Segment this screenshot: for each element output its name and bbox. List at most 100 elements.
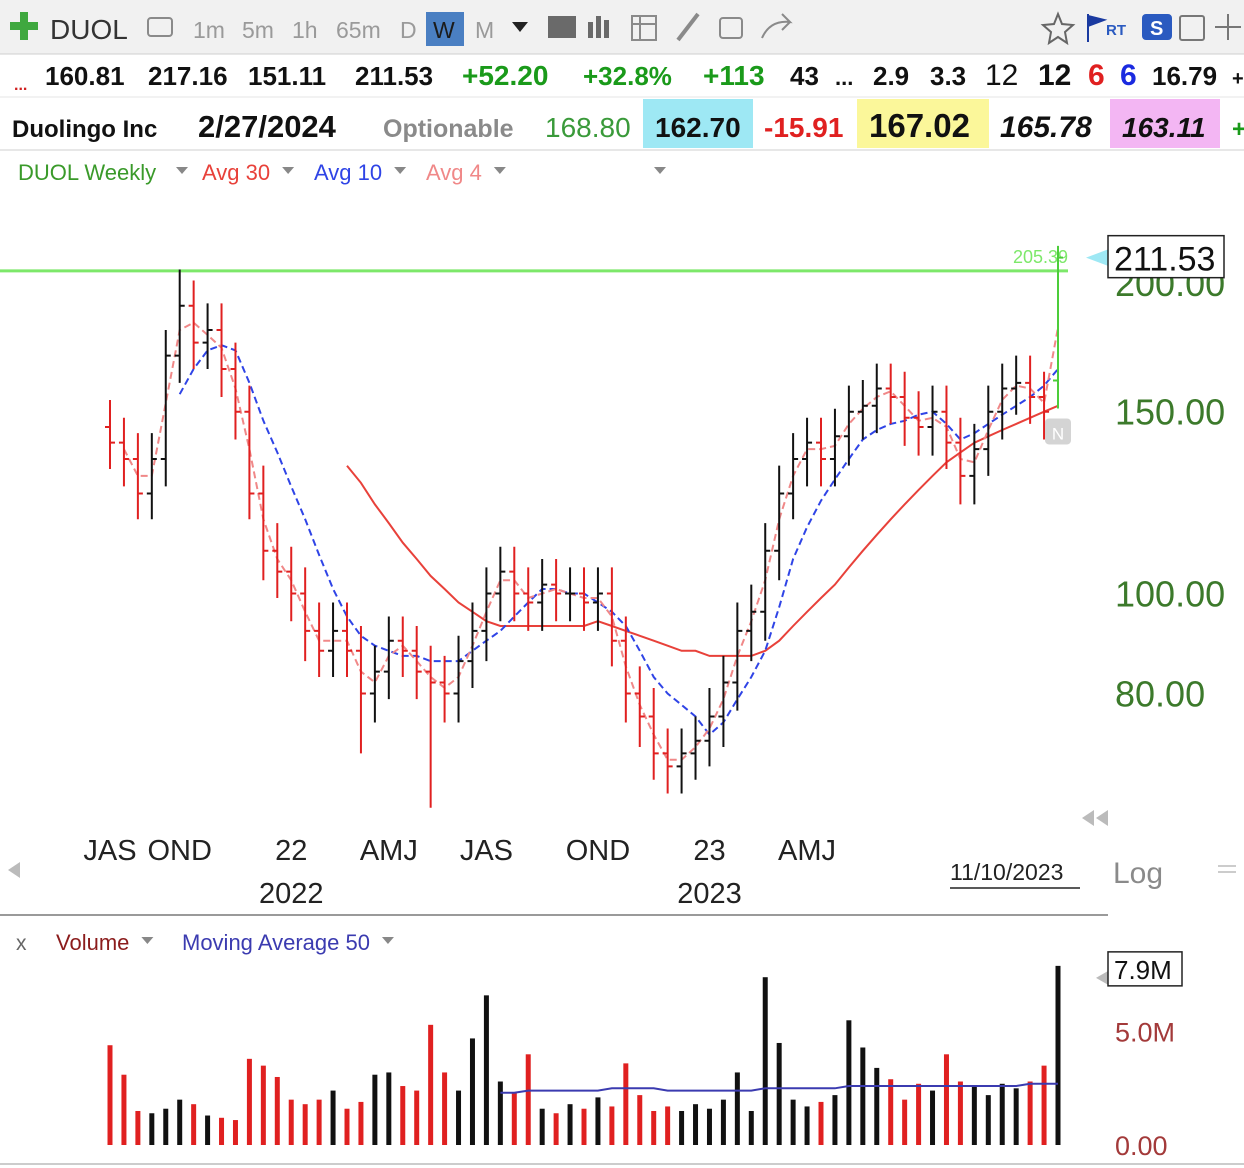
- legend-symbol[interactable]: DUOL Weekly: [18, 160, 156, 185]
- x-tick-label: 23: [693, 835, 725, 867]
- price-bar: [495, 546, 506, 622]
- legend-entry[interactable]: Avg 10: [314, 160, 382, 185]
- volume-bar: [971, 1086, 977, 1145]
- price-bar: [258, 465, 269, 581]
- price-bar: [746, 584, 757, 662]
- last-price-box: [1107, 234, 1225, 279]
- event-marker[interactable]: N: [1052, 424, 1064, 443]
- quote-value: 12: [985, 59, 1018, 92]
- add-icon[interactable]: [10, 12, 38, 40]
- price-bar: [523, 567, 534, 631]
- volume-bar: [595, 1097, 601, 1145]
- price-bar: [955, 417, 966, 505]
- quote-value: 6: [1088, 59, 1105, 92]
- toolbar-icons[interactable]: [147, 12, 793, 42]
- interval-button[interactable]: 5m: [242, 17, 274, 43]
- volume-bar: [386, 1072, 392, 1145]
- interval-dropdown[interactable]: [512, 22, 528, 32]
- volume-bar: [428, 1024, 434, 1145]
- quote-value: 160.81: [45, 61, 125, 91]
- dropdown-arrow[interactable]: [493, 167, 506, 174]
- legend-entry[interactable]: Volume: [56, 930, 129, 955]
- volume-bar: [539, 1108, 545, 1145]
- y-tick-label: 80.00: [1115, 674, 1205, 715]
- volume-bar: [776, 1042, 782, 1145]
- interval-button[interactable]: M: [475, 17, 494, 43]
- volume-bar: [483, 995, 489, 1145]
- volume-bar: [344, 1108, 350, 1145]
- scale-toggle[interactable]: Log: [1113, 857, 1163, 890]
- quote-value: 3.3: [930, 61, 966, 91]
- interval-selected-bg: [426, 12, 464, 46]
- rt-label[interactable]: RT: [1106, 22, 1126, 39]
- price-bar: [314, 602, 325, 678]
- y-tick-label: 5.0M: [1115, 1018, 1175, 1048]
- price-bar: [774, 465, 785, 581]
- s-label[interactable]: S: [1150, 18, 1163, 40]
- volume-bar: [511, 1092, 517, 1145]
- quote-value: 151.11: [248, 61, 326, 91]
- y-tick-label: 150.00: [1115, 392, 1225, 433]
- dropdown-arrow[interactable]: [176, 167, 188, 174]
- price-bar: [969, 423, 980, 505]
- dropdown-arrow[interactable]: [141, 937, 154, 944]
- volume-bar: [804, 1106, 810, 1145]
- price-bar: [648, 687, 659, 780]
- interval-button[interactable]: 1m: [193, 17, 225, 43]
- quote-value: 163.11: [1122, 112, 1206, 143]
- volume-bar: [191, 1104, 197, 1145]
- dropdown-arrow[interactable]: [654, 167, 666, 174]
- price-bar: [983, 385, 994, 476]
- volume-bar: [902, 1099, 908, 1145]
- x-tick-label: AMJ: [778, 835, 836, 867]
- volume-bar: [693, 1104, 699, 1145]
- legend-entry[interactable]: Moving Average 50: [182, 930, 370, 955]
- interval-button[interactable]: 1h: [292, 17, 318, 43]
- event-marker-bg[interactable]: [1045, 418, 1071, 445]
- pane-close[interactable]: x: [16, 932, 27, 955]
- legend-entry[interactable]: Avg 30: [202, 160, 270, 185]
- volume-bar: [219, 1117, 225, 1145]
- volume-bar: [999, 1083, 1005, 1145]
- price-bar: [871, 363, 882, 434]
- price-bar: [174, 269, 185, 383]
- volume-bar: [679, 1110, 685, 1145]
- dropdown-arrow[interactable]: [282, 167, 295, 174]
- price-bar: [1053, 245, 1063, 409]
- quote-value: -15.91: [764, 112, 843, 143]
- x-tick-label: AMJ: [360, 835, 418, 867]
- volume-bar: [930, 1090, 936, 1145]
- price-bar: [788, 433, 799, 520]
- volume-bar: [888, 1079, 894, 1145]
- dropdown-arrow[interactable]: [381, 937, 394, 944]
- volume-bar: [623, 1063, 629, 1145]
- price-bar: [244, 385, 255, 520]
- volume-bar: [832, 1095, 838, 1145]
- interval-button[interactable]: W: [433, 17, 455, 43]
- symbol[interactable]: DUOL: [50, 14, 128, 45]
- moving-average-line: [178, 344, 1059, 737]
- volume-bar: [400, 1086, 406, 1145]
- volume-bar: [943, 1054, 949, 1145]
- price-bar: [453, 635, 464, 723]
- price-bar: [816, 417, 826, 487]
- price-bar: [481, 567, 492, 662]
- price-bar: [160, 330, 171, 487]
- volume-bar: [1055, 965, 1061, 1145]
- right-toolbar-icons[interactable]: [1040, 11, 1241, 46]
- price-bar: [1011, 355, 1022, 415]
- interval-button[interactable]: 65m: [336, 17, 381, 43]
- interval-button[interactable]: D: [400, 17, 417, 43]
- volume-bar: [232, 1120, 238, 1145]
- volume-bar: [260, 1065, 266, 1145]
- legend-entry[interactable]: Avg 4: [426, 160, 482, 185]
- last-price: 211.53: [1114, 241, 1215, 279]
- volume-bar: [135, 1110, 141, 1145]
- price-bar: [230, 342, 241, 440]
- dropdown-arrow[interactable]: [394, 167, 407, 174]
- price-bar: [411, 626, 422, 700]
- price-bar: [537, 558, 548, 631]
- quote-value: 12: [1038, 59, 1071, 92]
- scroll-arrows[interactable]: [8, 810, 1236, 878]
- volume-bar: [456, 1090, 462, 1145]
